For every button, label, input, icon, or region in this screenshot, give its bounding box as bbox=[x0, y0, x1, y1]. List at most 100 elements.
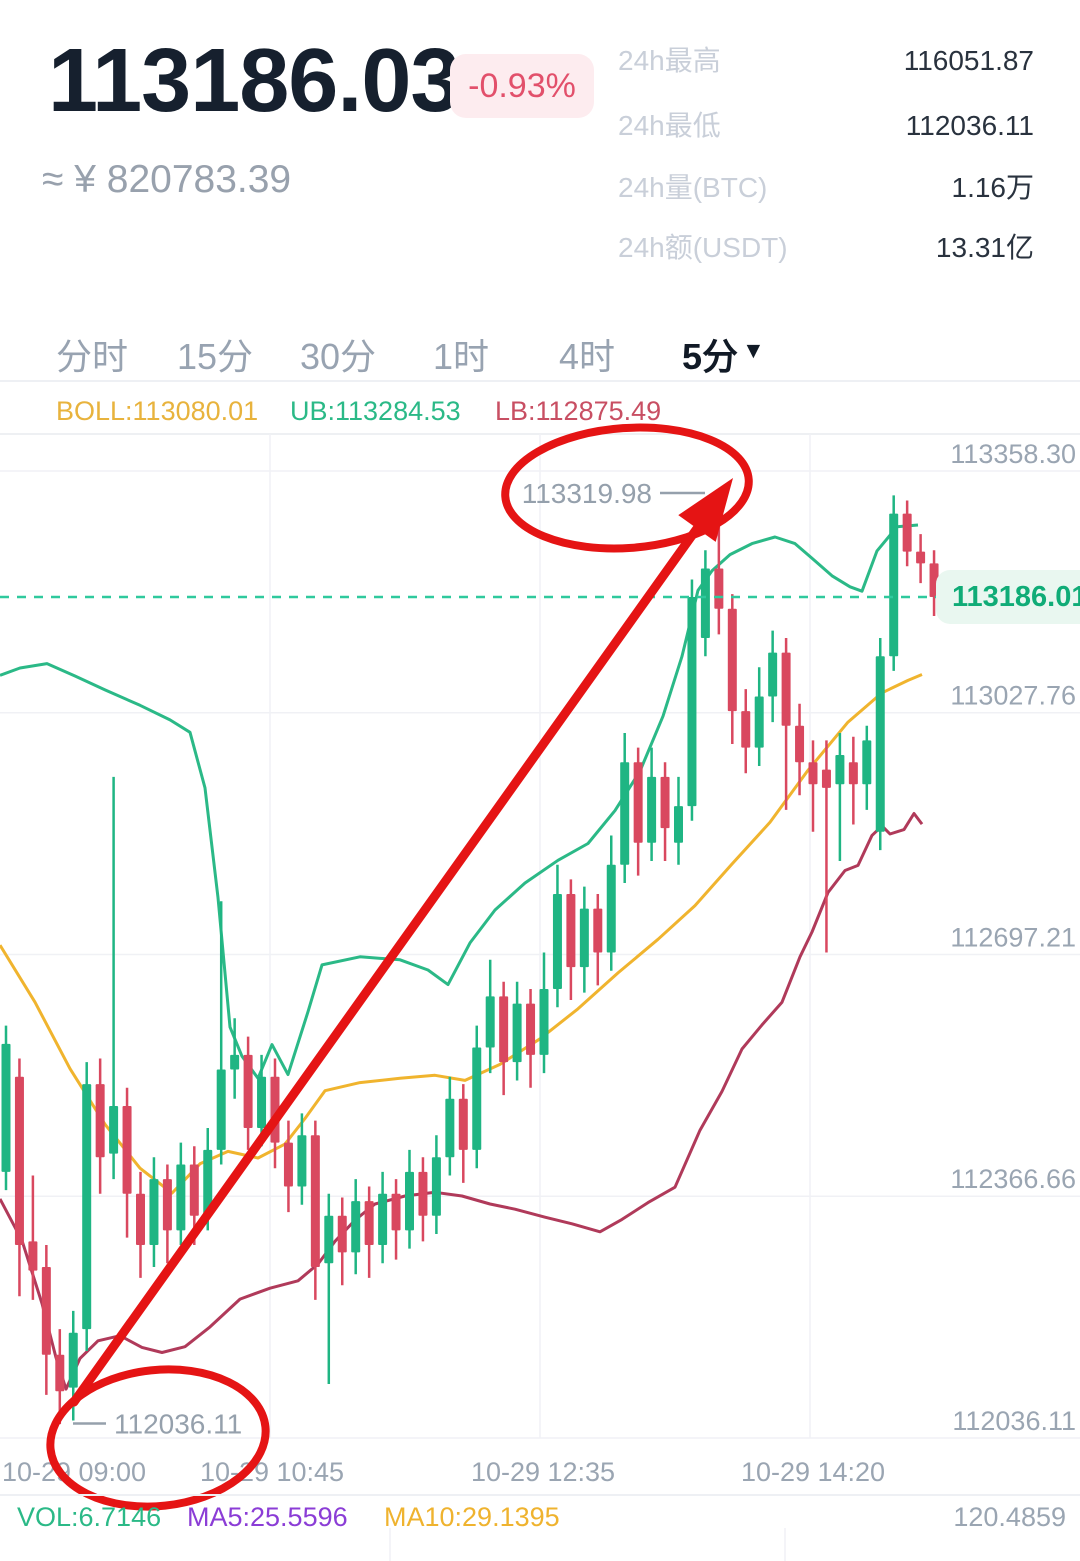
candle-body bbox=[230, 1054, 240, 1070]
candle-body bbox=[283, 1142, 293, 1187]
candle-body bbox=[445, 1098, 455, 1158]
candle-body bbox=[337, 1215, 347, 1253]
candle-body bbox=[539, 989, 549, 1055]
boll-lower-label: LB:112875.49 bbox=[495, 396, 662, 426]
candle-body bbox=[162, 1179, 172, 1231]
candle-body bbox=[700, 568, 710, 638]
tab-5m-active[interactable]: 5分 bbox=[682, 336, 739, 377]
candle-body bbox=[808, 762, 818, 785]
annotation-arrow-line bbox=[69, 523, 702, 1407]
stat-label: 24h最低 bbox=[618, 110, 721, 141]
volume-divider bbox=[0, 1494, 1080, 1496]
tab-4h[interactable]: 4时 bbox=[559, 336, 616, 377]
candle-body bbox=[176, 1164, 186, 1231]
candle-body bbox=[848, 762, 858, 785]
candle-body bbox=[821, 769, 831, 788]
current-price-tag: 113186.01 bbox=[936, 570, 1080, 624]
stat-row-24h-high: 24h最高 116051.87 bbox=[618, 45, 1034, 77]
ma10-label: MA10:29.1395 bbox=[384, 1502, 560, 1532]
y-tick-label: 112697.21 bbox=[950, 922, 1076, 952]
stat-value: 112036.11 bbox=[905, 110, 1034, 141]
candle-body bbox=[606, 864, 616, 953]
candle-body bbox=[203, 1149, 213, 1216]
bollinger-upper-band bbox=[0, 523, 919, 1080]
stat-row-24h-turnover-usdt: 24h额(USDT) 13.31亿 bbox=[618, 232, 1034, 264]
candle-body bbox=[257, 1076, 267, 1128]
candle-body bbox=[472, 1047, 482, 1150]
bollinger-middle-band bbox=[0, 673, 923, 1195]
stat-value: 13.31亿 bbox=[935, 232, 1034, 263]
change-percent: -0.93% bbox=[468, 66, 576, 105]
tab-30m[interactable]: 30分 bbox=[300, 336, 377, 377]
low-callout-label: 112036.11 bbox=[114, 1409, 242, 1440]
candle-body bbox=[754, 696, 764, 748]
candle-body bbox=[458, 1098, 468, 1150]
tab-1h[interactable]: 1时 bbox=[433, 336, 490, 377]
candle-body bbox=[862, 740, 872, 785]
candle-body bbox=[351, 1201, 361, 1253]
candle-body bbox=[418, 1171, 428, 1216]
candle-body bbox=[579, 908, 589, 968]
candle-body bbox=[835, 754, 845, 785]
current-price: 113186.03 bbox=[48, 31, 460, 131]
tabs-divider bbox=[0, 380, 1080, 382]
chevron-down-icon[interactable]: ▼ bbox=[742, 337, 765, 363]
x-tick-label: 10-29 12:35 bbox=[471, 1457, 615, 1487]
high-callout-label: 113319.98 bbox=[522, 478, 652, 509]
candle-body bbox=[310, 1135, 320, 1267]
stat-value: 116051.87 bbox=[903, 45, 1034, 76]
candle-body bbox=[795, 725, 805, 763]
candle-body bbox=[136, 1193, 145, 1246]
cny-estimate: ≈ ¥ 820783.39 bbox=[42, 158, 292, 201]
candle-body bbox=[324, 1215, 334, 1264]
change-badge: -0.93% bbox=[450, 54, 594, 118]
candle-body bbox=[243, 1054, 253, 1128]
candle-body bbox=[95, 1084, 105, 1158]
candle-body bbox=[647, 776, 657, 843]
tab-15m[interactable]: 15分 bbox=[177, 336, 254, 377]
candle-body bbox=[593, 908, 603, 953]
candle-body bbox=[660, 776, 670, 829]
stat-row-24h-volume-btc: 24h量(BTC) 1.16万 bbox=[618, 172, 1034, 204]
candle-body bbox=[364, 1201, 374, 1246]
y-tick-label: 112366.66 bbox=[950, 1164, 1076, 1194]
stat-value: 1.16万 bbox=[951, 172, 1035, 203]
candle-body bbox=[566, 893, 576, 968]
candle-body bbox=[1, 1043, 11, 1172]
candle-body bbox=[875, 656, 885, 832]
annotation-ellipse bbox=[46, 1365, 270, 1511]
candle-body bbox=[41, 1266, 51, 1355]
candle-body bbox=[55, 1354, 65, 1392]
candle-body bbox=[122, 1106, 132, 1194]
candle-body bbox=[633, 762, 643, 843]
candle-body bbox=[620, 762, 630, 865]
tab-timeshare[interactable]: 分时 bbox=[56, 336, 129, 377]
candle-body bbox=[216, 1069, 226, 1150]
candle-body bbox=[714, 568, 724, 609]
candle-body bbox=[391, 1193, 401, 1231]
candle-body bbox=[889, 513, 899, 657]
candle-body bbox=[674, 806, 683, 843]
candle-body bbox=[499, 996, 509, 1063]
candle-body bbox=[741, 711, 751, 748]
vol-axis-value: 120.4859 bbox=[953, 1502, 1066, 1532]
vol-label: VOL:6.7146 bbox=[17, 1502, 162, 1532]
current-price-tag-value: 113186.01 bbox=[952, 580, 1080, 613]
candle-body bbox=[687, 597, 697, 807]
candle-body bbox=[405, 1171, 414, 1231]
candle-body bbox=[727, 608, 737, 712]
boll-upper-label: UB:113284.53 bbox=[290, 396, 461, 426]
stat-label: 24h额(USDT) bbox=[618, 232, 788, 263]
x-tick-label: 10-29 10:45 bbox=[200, 1457, 344, 1487]
stat-label: 24h最高 bbox=[618, 45, 721, 76]
ma5-label: MA5:25.5596 bbox=[187, 1502, 348, 1532]
candle-body bbox=[781, 652, 791, 726]
x-tick-label: 10-29 14:20 bbox=[741, 1457, 885, 1487]
y-tick-label: 113358.30 bbox=[950, 439, 1076, 469]
candle-body bbox=[552, 893, 562, 990]
y-tick-label: 113027.76 bbox=[950, 681, 1076, 711]
candle-body bbox=[149, 1179, 159, 1246]
candle-body bbox=[109, 1106, 119, 1154]
